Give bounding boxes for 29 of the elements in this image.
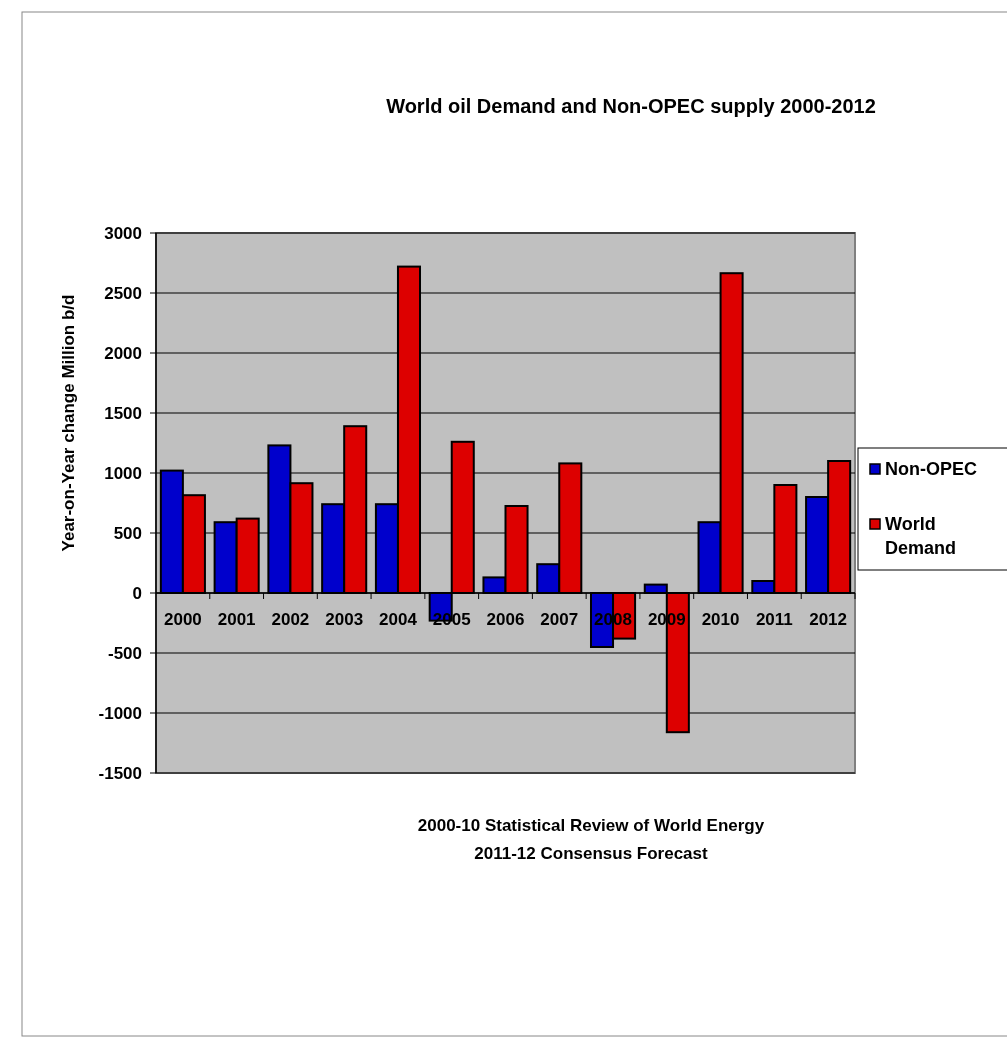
x-tick-label: 2012: [809, 610, 848, 629]
y-axis-title: Year-on-Year change Million b/d: [59, 294, 78, 552]
x-tick-label: 2002: [271, 610, 310, 629]
y-tick-label: -1500: [98, 763, 142, 783]
y-tick-label: 1000: [104, 463, 142, 483]
x-tick-label: 2009: [647, 610, 686, 629]
y-tick-label: 2500: [104, 283, 142, 303]
y-tick-label: 3000: [104, 223, 142, 243]
x-tick-label: 2008: [594, 610, 632, 629]
x-tick-label: 2000: [163, 610, 202, 629]
y-tick-label: 0: [132, 583, 142, 603]
legend-label: World Demand: [885, 514, 957, 558]
x-tick-label: 2010: [701, 610, 740, 629]
text: 2000-10 Statistical Review of World Energy: [417, 816, 765, 835]
x-tick-label: 2005: [432, 610, 471, 629]
y-tick-label: 2000: [104, 343, 142, 363]
legend-label: Non-OPEC: [885, 459, 977, 479]
y-tick-label: 500: [113, 523, 142, 543]
x-tick-label: 2001: [217, 610, 256, 629]
x-tick-label: 2003: [325, 610, 364, 629]
y-tick-label: -500: [107, 643, 142, 663]
x-tick-label: 2006: [486, 610, 525, 629]
y-tick-label: -1000: [98, 703, 142, 723]
x-tick-label: 2004: [379, 610, 418, 629]
x-tick-label: 2007: [540, 610, 579, 629]
text: 2011-12 Consensus Forecast: [474, 844, 709, 863]
y-tick-label: 1500: [104, 403, 142, 423]
chart-title: World oil Demand and Non-OPEC supply 2000-2012: [386, 95, 876, 117]
x-tick-label: 2011: [755, 610, 793, 629]
